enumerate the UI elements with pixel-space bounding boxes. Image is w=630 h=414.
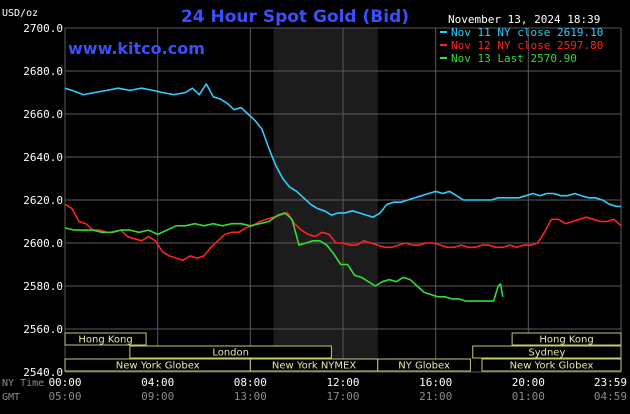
x-tick-label: 12:00	[326, 376, 359, 389]
x-tick-label: 13:00	[234, 390, 267, 403]
legend-entry: Nov 12 NY close 2597.80	[451, 39, 603, 52]
x-tick-labels: NY Time 00:00 04:00 08:00 12:00 16:00 20:00 23:…	[2, 376, 627, 403]
session-box	[64, 332, 147, 346]
market-sessions: Hong Kong London New York Globex New York N…	[64, 332, 622, 372]
y-tick-label: 2560.0	[23, 323, 63, 336]
session-label: London	[212, 348, 249, 359]
x-tick-label: 16:00	[419, 376, 452, 389]
x-tick-label: 23:59	[594, 376, 627, 389]
series-lines	[64, 83, 622, 302]
session-label: New York Globex	[510, 361, 594, 372]
series-line-3	[64, 212, 504, 302]
x-tick-label: 05:00	[48, 390, 81, 403]
units-label: USD/oz	[2, 8, 38, 19]
session-box	[511, 332, 622, 346]
x-row-label: NY Time	[2, 378, 44, 389]
session-label: Sydney	[528, 348, 565, 359]
chart-title: 24 Hour Spot Gold (Bid)	[181, 7, 409, 27]
x-tick-label: 17:00	[326, 390, 359, 403]
x-tick-label: 20:00	[512, 376, 545, 389]
y-tick-label: 2660.0	[23, 108, 63, 121]
x-tick-label: 08:00	[234, 376, 267, 389]
y-tick-label: 2600.0	[23, 237, 63, 250]
session-box	[472, 345, 622, 359]
x-tick-label: 21:00	[419, 390, 452, 403]
session-label: Hong Kong	[539, 335, 593, 346]
series-line-2	[64, 203, 622, 262]
x-tick-label: 09:00	[141, 390, 174, 403]
y-tick-label: 2640.0	[23, 151, 63, 164]
y-tick-labels: 2700.0 2680.0 2660.0 2640.0 2620.0 2600.0 2580…	[23, 22, 63, 379]
session-box	[129, 345, 332, 359]
session-box	[481, 358, 622, 372]
legend-entry: Nov 13 Last 2570.90	[451, 52, 577, 65]
website-label: www.kitco.com	[68, 39, 205, 58]
x-tick-label: 00:00	[48, 376, 81, 389]
x-row-label: GMT	[2, 392, 20, 403]
session-label: New York NYMEX	[272, 361, 357, 372]
y-tick-label: 2680.0	[23, 65, 63, 78]
y-tick-label: 2620.0	[23, 194, 63, 207]
session-label: NY Globex	[398, 361, 450, 372]
x-tick-label: 04:59	[594, 390, 627, 403]
series-line-1	[64, 83, 621, 218]
y-tick-label: 2540.0	[23, 366, 63, 379]
session-box	[377, 358, 471, 372]
x-tick-label: 04:00	[141, 376, 174, 389]
x-tick-label: 01:00	[512, 390, 545, 403]
y-tick-label: 2580.0	[23, 280, 63, 293]
y-tick-label: 2700.0	[23, 22, 63, 35]
session-label: Hong Kong	[78, 335, 132, 346]
session-label: New York Globex	[116, 361, 200, 372]
legend-entry: Nov 11 NY close 2619.10	[451, 26, 603, 39]
timestamp: November 13, 2024 18:39	[448, 13, 600, 26]
